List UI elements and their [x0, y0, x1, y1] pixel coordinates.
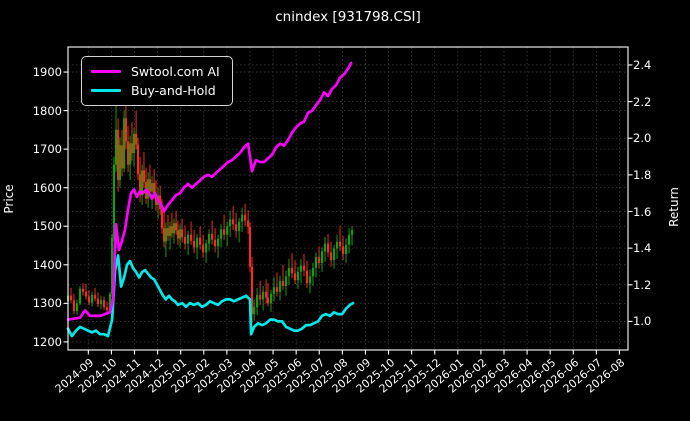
- legend-label-buy-and-hold: Buy-and-Hold: [131, 83, 216, 98]
- buy-and-hold-return-line: [66, 254, 355, 338]
- buy-and-hold-line-swatch: [91, 88, 121, 93]
- return-tick-label: 2.0: [633, 131, 652, 146]
- legend-entry-ai: Swtool.com AI: [91, 62, 220, 81]
- return-tick-label: 1.8: [633, 167, 652, 182]
- price-tick-label: 1800: [32, 103, 62, 118]
- ai-return-line: [66, 61, 353, 321]
- chart-title: cnindex [931798.CSI]: [275, 9, 421, 25]
- return-tick-label: 1.6: [633, 204, 652, 219]
- legend-entry-buy-and-hold: Buy-and-Hold: [91, 81, 220, 100]
- legend-label-ai: Swtool.com AI: [131, 64, 220, 79]
- return-tick-label: 1.0: [633, 314, 652, 329]
- price-tick-label: 1300: [32, 296, 62, 311]
- price-tick-label: 1400: [32, 257, 62, 272]
- return-tick-label: 2.4: [633, 57, 652, 72]
- return-tick-label: 2.2: [633, 94, 652, 109]
- ai-line-swatch: [91, 69, 121, 74]
- return-tick-label: 1.2: [633, 277, 652, 292]
- legend: Swtool.com AI Buy-and-Hold: [81, 56, 233, 106]
- price-tick-label: 1600: [32, 180, 62, 195]
- price-tick-label: 1700: [32, 142, 62, 157]
- price-tick-label: 1500: [32, 219, 62, 234]
- axes-frame: [63, 46, 633, 355]
- price-tick-label: 1900: [32, 65, 62, 80]
- price-tick-label: 1200: [32, 334, 62, 349]
- return-tick-label: 1.4: [633, 241, 652, 256]
- candlestick-layer: [66, 102, 354, 323]
